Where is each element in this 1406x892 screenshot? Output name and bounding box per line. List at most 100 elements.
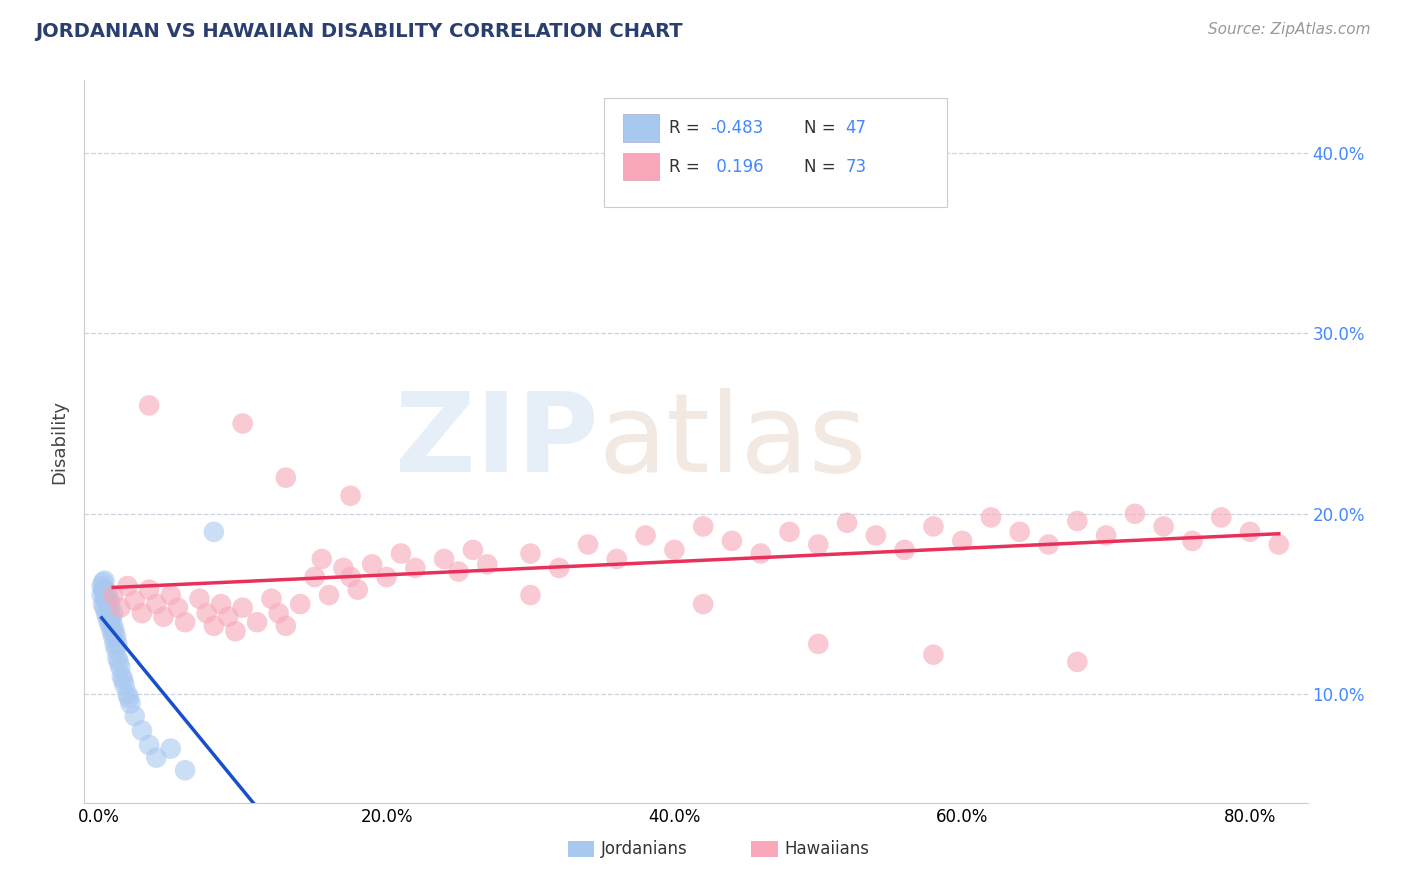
Text: Jordanians: Jordanians: [600, 840, 688, 858]
Text: N =: N =: [804, 158, 841, 176]
Point: [145, 597, 167, 611]
Point: [318, 588, 340, 602]
Point: [94, 584, 117, 599]
Point: [174, 764, 197, 778]
Point: [93, 591, 115, 606]
Point: [110, 600, 132, 615]
Point: [91, 575, 114, 590]
Point: [110, 660, 132, 674]
FancyBboxPatch shape: [605, 98, 946, 207]
Point: [217, 609, 239, 624]
Point: [97, 602, 120, 616]
Point: [339, 570, 361, 584]
Point: [195, 606, 218, 620]
Point: [361, 558, 384, 572]
Point: [779, 524, 801, 539]
Point: [96, 588, 118, 602]
Point: [96, 609, 118, 624]
Point: [94, 593, 117, 607]
Point: [1268, 537, 1291, 551]
Text: R =: R =: [669, 158, 704, 176]
Point: [692, 597, 714, 611]
Point: [519, 588, 541, 602]
Text: Source: ZipAtlas.com: Source: ZipAtlas.com: [1208, 22, 1371, 37]
Point: [1123, 507, 1146, 521]
Point: [664, 542, 686, 557]
Text: R =: R =: [669, 119, 704, 137]
Y-axis label: Disability: Disability: [51, 400, 69, 483]
Point: [101, 619, 124, 633]
Point: [101, 588, 124, 602]
Point: [922, 519, 945, 533]
Point: [98, 597, 121, 611]
Point: [100, 611, 122, 625]
FancyBboxPatch shape: [623, 114, 659, 142]
Text: Hawaiians: Hawaiians: [785, 840, 869, 858]
FancyBboxPatch shape: [623, 153, 659, 180]
Point: [807, 637, 830, 651]
Point: [124, 593, 146, 607]
Point: [224, 624, 246, 639]
FancyBboxPatch shape: [751, 841, 778, 857]
Point: [103, 624, 125, 639]
Point: [174, 615, 197, 630]
Point: [131, 606, 153, 620]
Point: [232, 417, 254, 431]
Text: 47: 47: [845, 119, 866, 137]
Point: [1066, 655, 1088, 669]
Point: [145, 750, 167, 764]
Point: [138, 582, 160, 597]
Point: [1095, 528, 1118, 542]
Point: [950, 533, 973, 548]
Point: [159, 588, 181, 602]
Text: 0.196: 0.196: [710, 158, 763, 176]
Point: [576, 537, 599, 551]
Point: [433, 552, 456, 566]
Text: atlas: atlas: [598, 388, 866, 495]
Point: [267, 606, 290, 620]
Point: [1181, 533, 1204, 548]
Point: [105, 630, 128, 644]
Point: [111, 669, 134, 683]
Point: [865, 528, 887, 542]
Point: [721, 533, 744, 548]
Point: [100, 624, 122, 639]
Point: [1038, 537, 1060, 551]
Point: [91, 582, 114, 597]
Point: [1008, 524, 1031, 539]
Point: [202, 524, 225, 539]
Point: [209, 597, 232, 611]
Point: [835, 516, 858, 530]
Point: [91, 597, 114, 611]
Point: [108, 655, 131, 669]
Point: [980, 510, 1002, 524]
Point: [105, 642, 128, 657]
Point: [117, 687, 139, 701]
Point: [404, 561, 426, 575]
Point: [152, 609, 174, 624]
Point: [167, 600, 190, 615]
Point: [93, 600, 115, 615]
Point: [389, 547, 412, 561]
Point: [103, 637, 125, 651]
Point: [893, 542, 915, 557]
Point: [606, 552, 628, 566]
Text: 73: 73: [845, 158, 866, 176]
Point: [124, 709, 146, 723]
Point: [93, 582, 115, 597]
Point: [97, 591, 120, 606]
Point: [120, 697, 142, 711]
Point: [548, 561, 571, 575]
Point: [90, 579, 112, 593]
Point: [304, 570, 326, 584]
Point: [290, 597, 312, 611]
Point: [634, 528, 657, 542]
Point: [114, 678, 136, 692]
Point: [94, 606, 117, 620]
Point: [1066, 514, 1088, 528]
Point: [519, 547, 541, 561]
Point: [332, 561, 354, 575]
Point: [1211, 510, 1233, 524]
Point: [202, 619, 225, 633]
Point: [477, 558, 499, 572]
